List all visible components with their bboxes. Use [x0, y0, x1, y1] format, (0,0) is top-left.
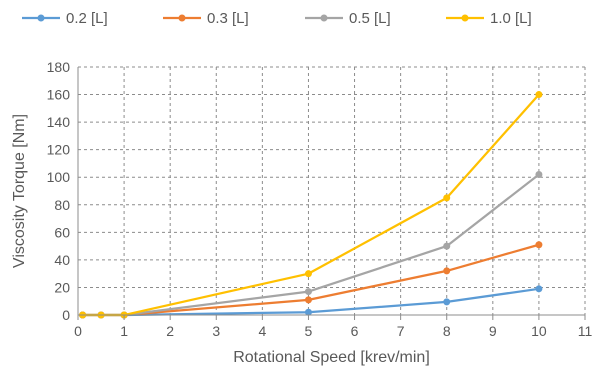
x-axis-label: Rotational Speed [krev/min]: [233, 349, 430, 366]
legend-swatch-marker: [461, 14, 469, 22]
data-point: [535, 170, 543, 178]
y-tick-label: 0: [62, 307, 70, 323]
y-tick-label: 80: [54, 197, 70, 213]
data-point: [304, 308, 312, 316]
data-point: [535, 285, 543, 293]
x-tick-label: 3: [212, 323, 220, 339]
data-point: [443, 242, 451, 250]
series-line: [82, 243, 540, 317]
y-axis-label: Viscosity Torque [Nm]: [11, 114, 28, 268]
x-tick-label: 11: [578, 323, 593, 339]
x-tick-label: 9: [489, 323, 497, 339]
data-point: [443, 267, 451, 275]
data-point: [443, 194, 451, 202]
data-point: [304, 288, 312, 296]
y-tick-label: 120: [47, 142, 71, 158]
y-tick-label: 40: [54, 252, 70, 268]
y-tick-label: 100: [47, 169, 71, 185]
legend-swatch-marker: [37, 14, 45, 22]
x-tick-label: 4: [258, 323, 266, 339]
y-tick-label: 20: [54, 279, 70, 295]
y-tick-label: 60: [54, 224, 70, 240]
data-point: [535, 241, 543, 249]
legend-label: 0.5 [L]: [349, 10, 391, 27]
legend-swatch-marker: [178, 14, 186, 22]
y-tick-label: 140: [47, 114, 71, 130]
y-tick-label: 160: [47, 87, 71, 103]
x-tick-label: 1: [120, 323, 128, 339]
data-point: [304, 270, 312, 278]
legend-label: 1.0 [L]: [490, 10, 532, 27]
legend: 0.2 [L] 0.3 [L] 0.5 [L] 1.0 [L]: [22, 10, 532, 27]
x-tick-label: 7: [397, 323, 405, 339]
y-tick-label: 180: [47, 59, 71, 75]
x-tick-label: 10: [531, 323, 547, 339]
grid: [78, 66, 586, 315]
x-tick-label: 6: [351, 323, 359, 339]
x-tick-label: 5: [305, 323, 313, 339]
data-point: [443, 298, 451, 306]
legend-label: 0.2 [L]: [66, 10, 108, 27]
series-layer: [79, 91, 543, 319]
x-tick-label: 0: [74, 323, 82, 339]
data-point: [535, 91, 543, 99]
data-point: [304, 296, 312, 304]
x-tick-label: 2: [166, 323, 174, 339]
legend-swatch-marker: [320, 14, 328, 22]
axes: 0 20 40 60 80 100 120 140 160 180 0 1 2 3 4 5 6 7 8 9 10 11: [47, 59, 593, 339]
x-tick-label: 8: [443, 323, 451, 339]
legend-label: 0.3 [L]: [207, 10, 249, 27]
